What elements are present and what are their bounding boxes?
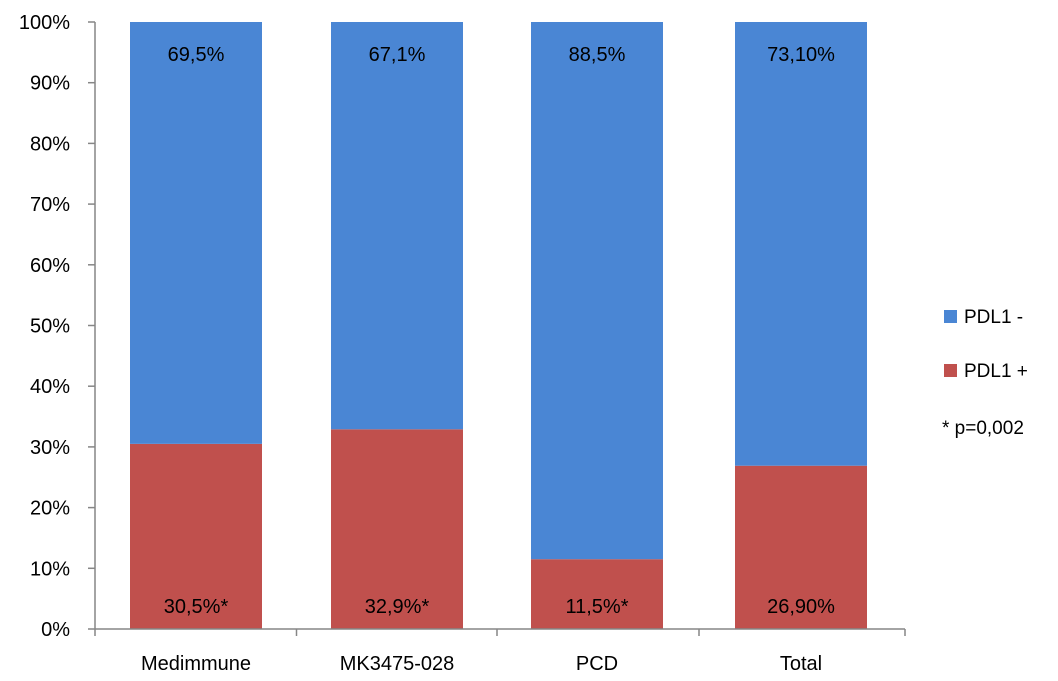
legend-swatch-pdl1-positive: [944, 364, 957, 377]
data-label-pdl1-negative: 67,1%: [369, 44, 426, 66]
y-tick-label: 80%: [30, 133, 70, 155]
y-tick-label: 0%: [41, 619, 70, 641]
y-tick-label: 60%: [30, 255, 70, 277]
data-label-pdl1-negative: 69,5%: [168, 44, 225, 66]
data-label-pdl1-negative: 73,10%: [767, 44, 835, 66]
legend-note-significance: * p=0,002: [942, 418, 1024, 439]
bar-pdl1-positive-0: [130, 443, 262, 629]
data-label-pdl1-negative: 88,5%: [569, 44, 626, 66]
legend-label-pdl1-negative: PDL1 -: [964, 307, 1023, 328]
bar-pdl1-positive-2: [531, 559, 663, 629]
bar-pdl1-negative-3: [735, 22, 867, 466]
y-tick-label: 50%: [30, 316, 70, 338]
data-label-pdl1-positive: 11,5%*: [565, 596, 628, 618]
bar-pdl1-negative-0: [130, 22, 262, 444]
y-tick-label: 20%: [30, 498, 70, 520]
y-tick-label: 40%: [30, 376, 70, 398]
y-tick-label: 10%: [30, 558, 70, 580]
data-label-pdl1-positive: 26,90%: [767, 596, 835, 618]
bar-pdl1-positive-3: [735, 465, 867, 629]
bar-pdl1-negative-1: [331, 22, 463, 430]
legend-label-pdl1-positive: PDL1 +: [964, 361, 1028, 382]
bar-pdl1-negative-2: [531, 22, 663, 560]
x-tick-label: Medimmune: [141, 653, 251, 675]
bar-pdl1-positive-1: [331, 429, 463, 629]
data-label-pdl1-positive: 30,5%*: [164, 596, 229, 618]
x-tick-label: Total: [780, 653, 822, 675]
y-tick-label: 90%: [30, 73, 70, 95]
legend-swatch-pdl1-negative: [944, 310, 957, 323]
y-tick-label: 70%: [30, 194, 70, 216]
x-tick-label: PCD: [576, 653, 618, 675]
y-tick-label: 100%: [19, 12, 70, 34]
x-tick-label: MK3475-028: [340, 653, 455, 675]
data-label-pdl1-positive: 32,9%*: [365, 596, 430, 618]
y-tick-label: 30%: [30, 437, 70, 459]
